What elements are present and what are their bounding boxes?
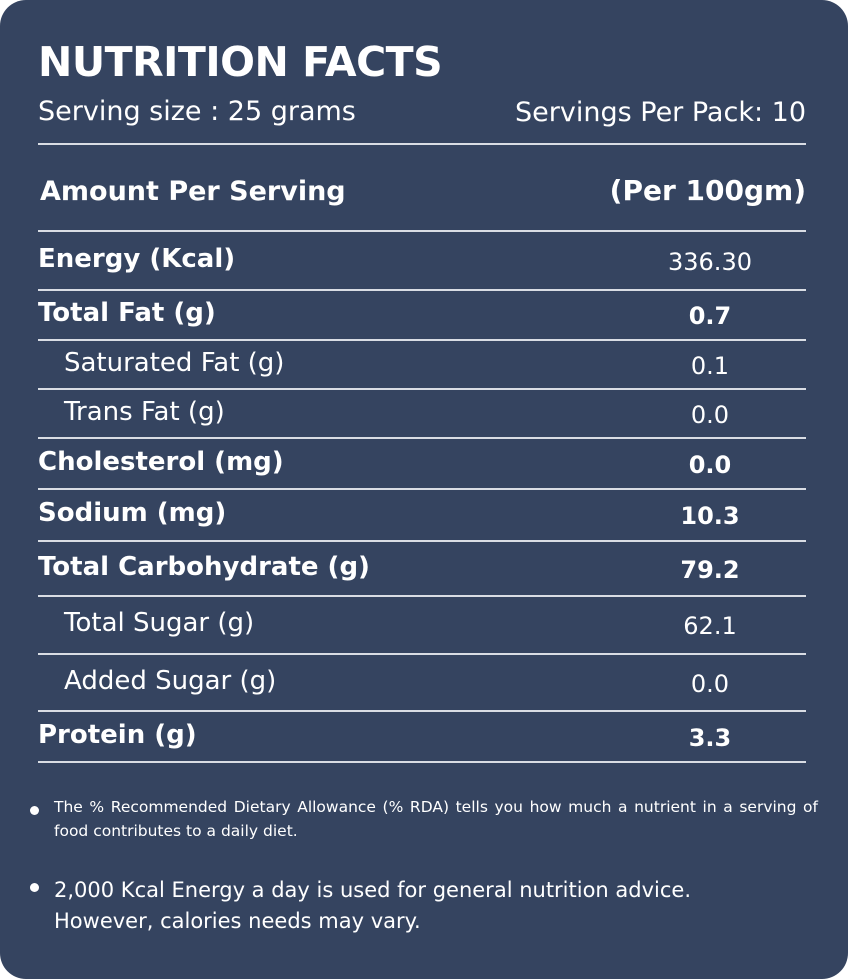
nutrient-name: Total Carbohydrate (g) <box>38 551 370 582</box>
nutrient-name: Energy (Kcal) <box>38 243 236 274</box>
divider <box>38 653 806 655</box>
nutrient-value: 0.0 <box>690 400 730 429</box>
bullet <box>30 806 39 815</box>
nutrient-value: 0.0 <box>688 450 732 479</box>
note: 2,000 Kcal Energy a day is used for gene… <box>54 878 692 933</box>
nutrient-name: Total Sugar (g) <box>64 608 255 638</box>
nutrient-name: Saturated Fat (g) <box>64 347 285 378</box>
nutrient-name: Protein (g) <box>38 719 197 750</box>
divider <box>38 761 806 763</box>
nutrient-name: Cholesterol (mg) <box>38 446 284 477</box>
nutrient-name: Sodium (mg) <box>38 498 227 528</box>
per-heading: (Per 100gm) <box>609 174 806 207</box>
nutrient-value: 0.1 <box>690 351 730 380</box>
servings-per-pack: Servings Per Pack: 10 <box>515 97 806 128</box>
divider <box>38 437 806 439</box>
nutrient-value: 0.0 <box>690 669 730 698</box>
divider <box>38 540 806 542</box>
nutrient-value: 3.3 <box>688 723 732 752</box>
divider <box>38 488 806 490</box>
nutrient-value: 336.30 <box>668 247 752 276</box>
divider <box>38 339 806 341</box>
nutrient-name: Added Sugar (g) <box>64 665 277 696</box>
divider <box>38 388 806 390</box>
nutrient-value: 10.3 <box>680 502 740 530</box>
divider <box>38 230 806 232</box>
table-heading: Amount Per Serving <box>40 176 346 207</box>
divider <box>38 143 806 145</box>
divider <box>38 289 806 291</box>
title: NUTRITION FACTS <box>38 38 443 86</box>
nutrient-name: Trans Fat (g) <box>64 396 225 427</box>
divider <box>38 710 806 712</box>
serving-size: Serving size : 25 grams <box>38 96 356 127</box>
nutrient-value: 79.2 <box>680 555 740 584</box>
divider <box>38 595 806 597</box>
note: The % Recommended Dietary Allowance (% R… <box>54 798 818 840</box>
nutrient-value: 62.1 <box>683 612 737 640</box>
nutrient-name: Total Fat (g) <box>38 298 216 328</box>
bullet <box>30 883 39 892</box>
nutrient-value: 0.7 <box>688 302 732 330</box>
